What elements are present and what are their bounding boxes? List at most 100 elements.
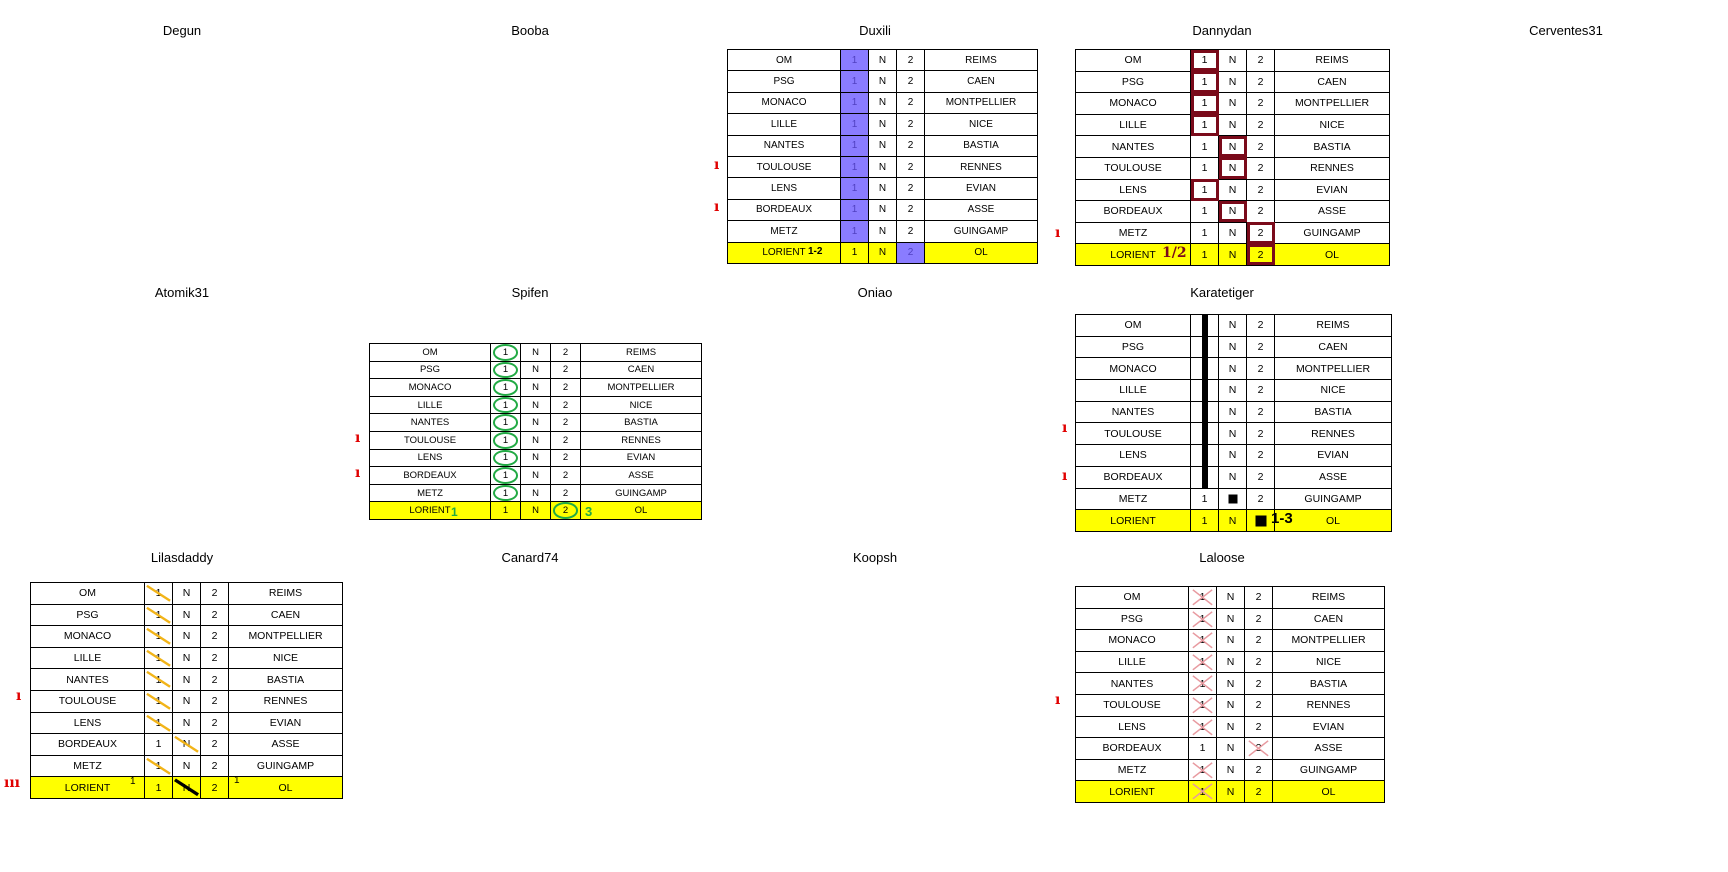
away-team-cell-text: EVIAN: [626, 452, 656, 464]
pick-home-win-cell-text: 1: [502, 469, 509, 481]
home-team-cell-text: BORDEAUX: [403, 469, 457, 481]
pick-away-win-cell-text: 2: [562, 469, 569, 481]
pick-home-win-cell: 1: [1190, 49, 1219, 72]
home-team-cell-text: LORIENT: [64, 781, 111, 794]
pick-draw-cell-text: N: [532, 399, 539, 411]
pick-home-win-cell: 1: [1190, 487, 1219, 511]
pick-draw-cell: N: [1218, 92, 1247, 115]
pick-home-win-cell: 1: [1190, 444, 1219, 467]
home-team-cell: LENS: [30, 711, 145, 735]
pick-home-win-cell-text: 1: [851, 54, 858, 66]
pick-draw-cell-text: N: [1228, 341, 1237, 354]
home-team-cell-text: LENS: [417, 452, 443, 464]
away-team-cell: BASTIA: [1274, 400, 1392, 424]
home-team-cell: BORDEAUX: [1075, 737, 1189, 760]
away-team-cell: CAEN: [228, 603, 343, 627]
pick-home-win-cell: 1: [490, 378, 521, 397]
pick-away-win-cell: 2: [1246, 178, 1275, 202]
pick-bar-mark: [1202, 358, 1208, 379]
pick-home-win-cell-text: 1: [502, 346, 509, 358]
pick-draw-cell: N: [868, 134, 897, 157]
away-team-cell: NICE: [1274, 379, 1392, 402]
pick-away-win-cell: 2: [1246, 465, 1275, 489]
margin-tick-mark: ııı: [4, 775, 20, 791]
pick-draw-cell-text: N: [532, 452, 539, 464]
pick-away-win-cell: 2: [1246, 400, 1275, 424]
away-team-cell-text: EVIAN: [1312, 720, 1345, 733]
away-team-cell: EVIAN: [1274, 444, 1392, 467]
home-team-cell: TOULOUSE: [30, 689, 145, 713]
pick-draw-cell: N: [520, 501, 551, 520]
home-team-cell-text: NANTES: [763, 140, 805, 152]
away-team-cell: MONTPELLIER: [1272, 629, 1385, 652]
pick-draw-cell: N: [1218, 200, 1247, 223]
pick-away-win-cell: 2: [1246, 70, 1275, 94]
pick-draw-cell-text: N: [1226, 612, 1235, 625]
home-team-cell-text: OM: [1124, 54, 1142, 67]
match-row: LORIENT 1 N 2 OL: [1075, 243, 1390, 266]
pick-home-win-cell-text: 1: [502, 505, 509, 517]
pick-draw-cell-text: N: [182, 738, 191, 751]
pick-draw-cell-text: N: [878, 76, 887, 88]
pick-draw-cell-text: N: [1228, 248, 1237, 261]
pronostic-grid-dannydan: OM 1 N 2 REIMS PSG 1 N 2 CAEN MONACO 1 N 2 MONTPELLIER…: [1075, 49, 1390, 266]
pick-home-win-cell: 1: [144, 689, 173, 713]
pick-home-win-cell: 1: [1188, 629, 1217, 652]
pick-away-win-cell-text: 2: [562, 346, 569, 358]
pick-home-win-cell: 1: [144, 668, 173, 691]
pick-away-win-cell-text: 2: [1257, 119, 1264, 132]
pick-draw-cell: N: [868, 198, 897, 222]
player-name-koopsh: Koopsh: [852, 550, 898, 565]
pick-home-win-cell: 1: [840, 198, 869, 222]
pick-home-win-cell: 1: [840, 91, 869, 115]
home-team-cell: METZ: [727, 220, 841, 243]
pick-home-win-cell-text: 1: [851, 204, 858, 216]
pick-bar-mark: [1202, 423, 1208, 444]
pick-home-win-cell-text: 1: [502, 452, 509, 464]
home-team-cell: LENS: [1075, 715, 1189, 739]
pick-home-win-cell-text: 1: [1201, 54, 1208, 67]
home-team-cell: MONACO: [30, 625, 145, 648]
pick-away-win-cell-text: 2: [1257, 341, 1264, 354]
pick-home-win-cell-text: 1: [1199, 699, 1206, 712]
match-row: TOULOUSE 1 N 2 RENNES: [30, 689, 343, 713]
match-row: OM 1N 2 REIMS: [1075, 314, 1392, 337]
away-team-cell-text: REIMS: [1311, 591, 1346, 604]
match-row: LENS 1 N 2 EVIAN: [1075, 715, 1385, 739]
pick-home-win-cell: 1: [144, 646, 173, 670]
home-team-cell: PSG: [1075, 607, 1189, 631]
pick-home-win-cell: 1: [1190, 113, 1219, 137]
match-row: BORDEAUX 1N 2 ASSE: [1075, 465, 1392, 489]
home-team-cell-text: PSG: [419, 364, 441, 376]
pick-draw-cell: N: [1216, 693, 1245, 717]
pick-home-win-cell-text: 1: [851, 225, 858, 237]
away-team-cell: RENNES: [1274, 156, 1390, 180]
pick-away-win-cell: 2: [1244, 737, 1273, 760]
pick-draw-cell-text: N: [878, 118, 887, 130]
pick-away-win-cell: 2: [896, 177, 925, 200]
pick-home-win-cell: 1: [144, 733, 173, 756]
pick-bar-mark: [1202, 315, 1208, 336]
pick-draw-cell: N: [1218, 178, 1247, 202]
pick-away-win-cell-text: 2: [907, 183, 914, 195]
player-name-duxili: Duxili: [859, 23, 891, 38]
away-team-cell-text: GUINGAMP: [1304, 492, 1362, 505]
pick-home-win-cell-text: 1: [1199, 764, 1206, 777]
match-row: NANTES 1 N 2 BASTIA: [727, 134, 1038, 157]
margin-tick-mark: ı: [355, 465, 361, 481]
pick-draw-cell: N: [172, 711, 201, 735]
match-row: METZ 1 N 2 GUINGAMP: [1075, 758, 1385, 782]
home-team-cell: OM: [727, 48, 841, 72]
home-team-cell: LORIENT: [1075, 243, 1191, 266]
home-team-cell: LORIENT: [1075, 509, 1191, 532]
pronostic-grid-spifen: OM 1 N 2 REIMS PSG 1 N 2 CAEN MONACO 1 N 2 MONTPELLIER…: [369, 343, 702, 520]
pick-home-win-cell: 1: [1190, 200, 1219, 223]
home-team-cell: MONACO: [727, 91, 841, 115]
pick-square-mark: [1228, 494, 1237, 504]
pick-draw-cell-text: N: [1228, 97, 1237, 110]
pick-away-win-cell: 2: [896, 91, 925, 115]
